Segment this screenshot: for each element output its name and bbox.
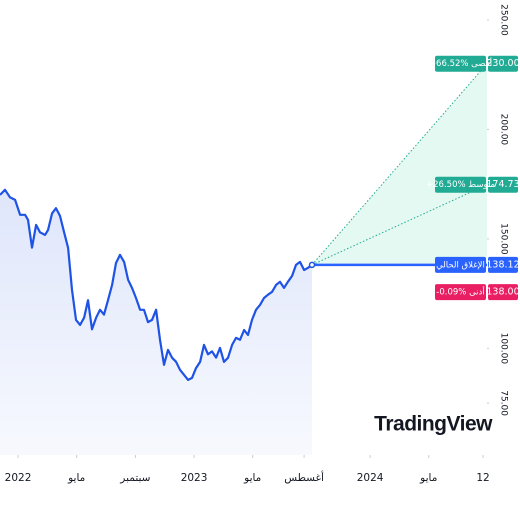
name-tag-label: -0.09% أدنى: [436, 286, 484, 298]
x-tick-label: 2023: [181, 472, 208, 484]
price-area: [0, 189, 313, 456]
name-tag-label: الإغلاق الحالي: [436, 260, 485, 270]
value-tag-label: 230.00: [486, 58, 519, 69]
value-tag-label: 138.12: [486, 259, 519, 270]
name-tag: [435, 176, 486, 193]
x-tick-label: سبتمبر: [119, 472, 150, 484]
y-tick-label: 250.00: [499, 4, 509, 36]
name-tag: [435, 284, 486, 301]
value-tag-label: 138.00: [486, 287, 519, 298]
value-tag: [488, 284, 518, 301]
x-tick-label: أغسطس: [284, 470, 324, 484]
name-tag-label: +26.50% متوسط: [426, 180, 495, 190]
x-tick-label: مايو: [67, 472, 85, 484]
y-tick-label: 75.00: [499, 390, 509, 416]
value-tag: [488, 55, 518, 72]
name-tag-label: +66.52% أقصى: [429, 57, 492, 69]
x-tick-label: مايو: [243, 472, 261, 484]
y-tick-label: 100.00: [499, 333, 509, 365]
x-tick-label: مايو: [419, 472, 437, 484]
value-tag: [488, 256, 518, 273]
name-tag: [435, 55, 486, 72]
x-tick-label: 12: [476, 472, 489, 484]
y-tick-label: 150.00: [499, 223, 509, 255]
name-tag: [435, 256, 486, 273]
y-tick-label: 200.00: [499, 114, 509, 146]
forecast-line: [311, 184, 488, 266]
x-tick-label: 2022: [5, 472, 32, 484]
forecast-line: [311, 63, 488, 266]
price-line: [0, 188, 313, 381]
value-tag-label: 174.73: [486, 179, 519, 190]
last-point: [308, 261, 316, 269]
watermark: TradingView: [374, 413, 493, 436]
value-tag: [488, 176, 518, 193]
x-tick-label: 2024: [357, 472, 384, 484]
